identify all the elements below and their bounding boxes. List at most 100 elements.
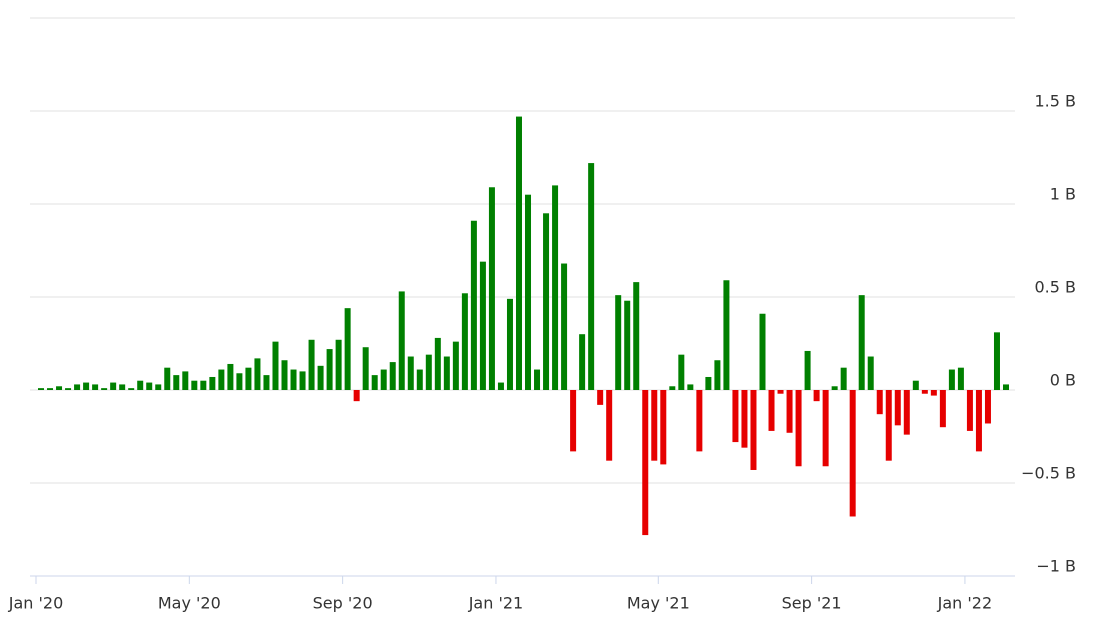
bar (479, 261, 486, 390)
x-tick-label: Sep '21 (782, 594, 842, 613)
bar (570, 390, 577, 452)
bar (92, 384, 99, 390)
bar (696, 390, 703, 452)
bar (263, 375, 270, 390)
bar (182, 371, 189, 390)
y-tick-label: 1.5 B (1034, 92, 1076, 111)
bar (993, 332, 1000, 390)
x-tick-label: Jan '21 (468, 594, 524, 613)
bar (290, 369, 297, 390)
bar (777, 390, 784, 394)
bar (101, 388, 108, 390)
y-tick-label: 0 B (1050, 371, 1076, 390)
bar (678, 354, 685, 390)
bar (65, 388, 72, 390)
bar (497, 382, 504, 390)
bar (633, 282, 640, 390)
bar (191, 380, 198, 390)
bar (515, 116, 522, 390)
bar (687, 384, 694, 390)
bar (813, 390, 820, 402)
bar (894, 390, 901, 426)
bar (867, 356, 874, 390)
bar (651, 390, 658, 461)
bar (858, 295, 865, 390)
bar (173, 375, 180, 390)
bar (452, 341, 459, 390)
bar (732, 390, 739, 443)
bar (317, 365, 324, 390)
bar (642, 390, 649, 536)
bar (921, 390, 928, 394)
bar (200, 380, 207, 390)
bar (705, 376, 712, 390)
bar (461, 293, 468, 390)
y-tick-label: −0.5 B (1021, 464, 1076, 483)
bar (380, 369, 387, 390)
bar (281, 360, 288, 390)
bar (443, 356, 450, 390)
x-tick-label: May '20 (158, 594, 221, 613)
bar (128, 388, 135, 390)
bar (885, 390, 892, 461)
bar (227, 363, 234, 390)
bar (506, 298, 513, 390)
bar (786, 390, 793, 433)
bar (543, 213, 550, 390)
bar (119, 384, 126, 390)
bar (606, 390, 613, 461)
x-tick-label: Jan '20 (8, 594, 64, 613)
bar (218, 369, 225, 390)
bar (975, 390, 982, 452)
bar (750, 390, 757, 470)
bar (56, 386, 63, 390)
x-tick-label: Jan '22 (937, 594, 993, 613)
bar (669, 386, 676, 390)
bar (362, 347, 369, 390)
bar (948, 369, 955, 390)
bar (38, 388, 44, 390)
x-tick-label: Sep '20 (313, 594, 373, 613)
bar (597, 390, 604, 405)
bar (110, 382, 117, 390)
bar (876, 390, 883, 415)
bar (335, 339, 342, 390)
bar (957, 367, 964, 390)
bar (579, 334, 586, 390)
y-tick-label: −1 B (1036, 557, 1076, 576)
bar (849, 390, 856, 517)
bar (416, 369, 423, 390)
bar (660, 390, 667, 465)
bar (984, 390, 991, 424)
bar (47, 388, 54, 390)
bar (299, 371, 306, 390)
y-tick-label: 1 B (1050, 185, 1076, 204)
bar (966, 390, 973, 431)
bar (308, 339, 315, 390)
bar (470, 220, 477, 390)
bar (326, 349, 333, 390)
bar (209, 376, 216, 390)
bar (83, 382, 90, 390)
bar (615, 295, 622, 390)
bar (939, 390, 946, 428)
bar (254, 358, 261, 390)
bar (588, 163, 595, 390)
bar (398, 291, 405, 390)
bar (903, 390, 910, 435)
bar (146, 382, 153, 390)
bar (714, 360, 721, 390)
bar (371, 375, 378, 390)
bar (561, 263, 568, 390)
bar (74, 384, 81, 390)
bar (245, 367, 252, 390)
bar (389, 362, 396, 390)
x-tick-label: May '21 (627, 594, 690, 613)
bar (768, 390, 775, 431)
bar (353, 390, 360, 402)
bar (552, 185, 559, 390)
y-tick-label: 0.5 B (1034, 278, 1076, 297)
bar (155, 384, 162, 390)
bar (759, 313, 766, 390)
bar (164, 367, 171, 390)
